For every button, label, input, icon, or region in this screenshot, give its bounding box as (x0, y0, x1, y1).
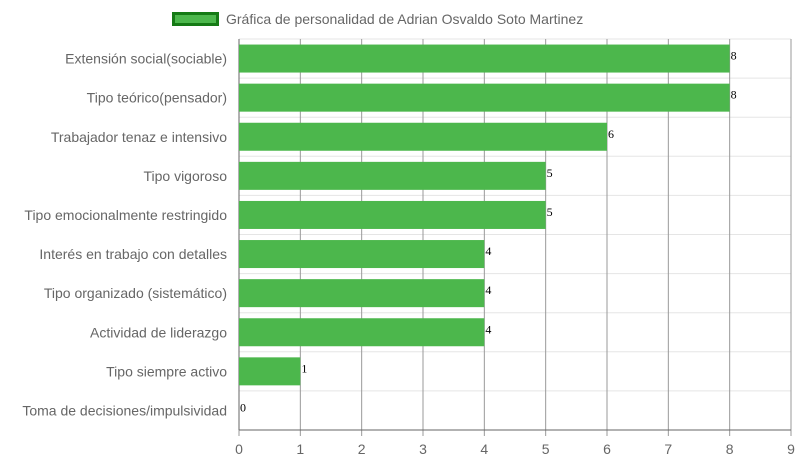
x-tick-label: 6 (603, 441, 611, 457)
data-label: 4 (485, 322, 491, 336)
category-label: Interés en trabajo con detalles (39, 246, 227, 262)
bar (239, 161, 546, 190)
data-label: 8 (731, 88, 737, 102)
data-label: 4 (485, 244, 491, 258)
x-tick-label: 9 (787, 441, 795, 457)
data-label: 4 (485, 283, 491, 297)
legend-label: Gráfica de personalidad de Adrian Osvald… (226, 11, 584, 27)
x-tick-label: 8 (726, 441, 734, 457)
category-label: Tipo vigoroso (143, 168, 227, 184)
category-label: Tipo emocionalmente restringido (24, 207, 227, 223)
category-label: Tipo teórico(pensador) (87, 90, 227, 106)
category-label: Actividad de liderazgo (90, 324, 227, 340)
category-label: Extensión social(sociable) (65, 51, 227, 67)
category-label: Tipo organizado (sistemático) (44, 285, 227, 301)
category-label: Tipo siempre activo (106, 363, 227, 379)
x-tick-label: 1 (296, 441, 304, 457)
bar (239, 83, 730, 112)
x-tick-label: 0 (235, 441, 243, 457)
x-tick-label: 2 (358, 441, 366, 457)
bar (239, 318, 485, 347)
category-label: Toma de decisiones/impulsividad (22, 402, 227, 418)
data-label: 6 (608, 127, 614, 141)
data-label: 5 (547, 166, 553, 180)
x-tick-label: 7 (664, 441, 672, 457)
x-tick-label: 4 (480, 441, 488, 457)
data-label: 5 (547, 205, 553, 219)
x-tick-label: 3 (419, 441, 427, 457)
category-label: Trabajador tenaz e intensivo (51, 129, 227, 145)
bar (239, 200, 546, 229)
legend[interactable]: Gráfica de personalidad de Adrian Osvald… (172, 8, 583, 30)
bar (239, 279, 485, 308)
bar (239, 122, 607, 151)
x-tick-label: 5 (542, 441, 550, 457)
data-label: 1 (301, 361, 307, 375)
bar (239, 44, 730, 73)
bar (239, 357, 301, 386)
data-label: 0 (240, 400, 246, 414)
legend-swatch (172, 12, 219, 26)
data-label: 8 (731, 49, 737, 63)
bar (239, 240, 485, 269)
